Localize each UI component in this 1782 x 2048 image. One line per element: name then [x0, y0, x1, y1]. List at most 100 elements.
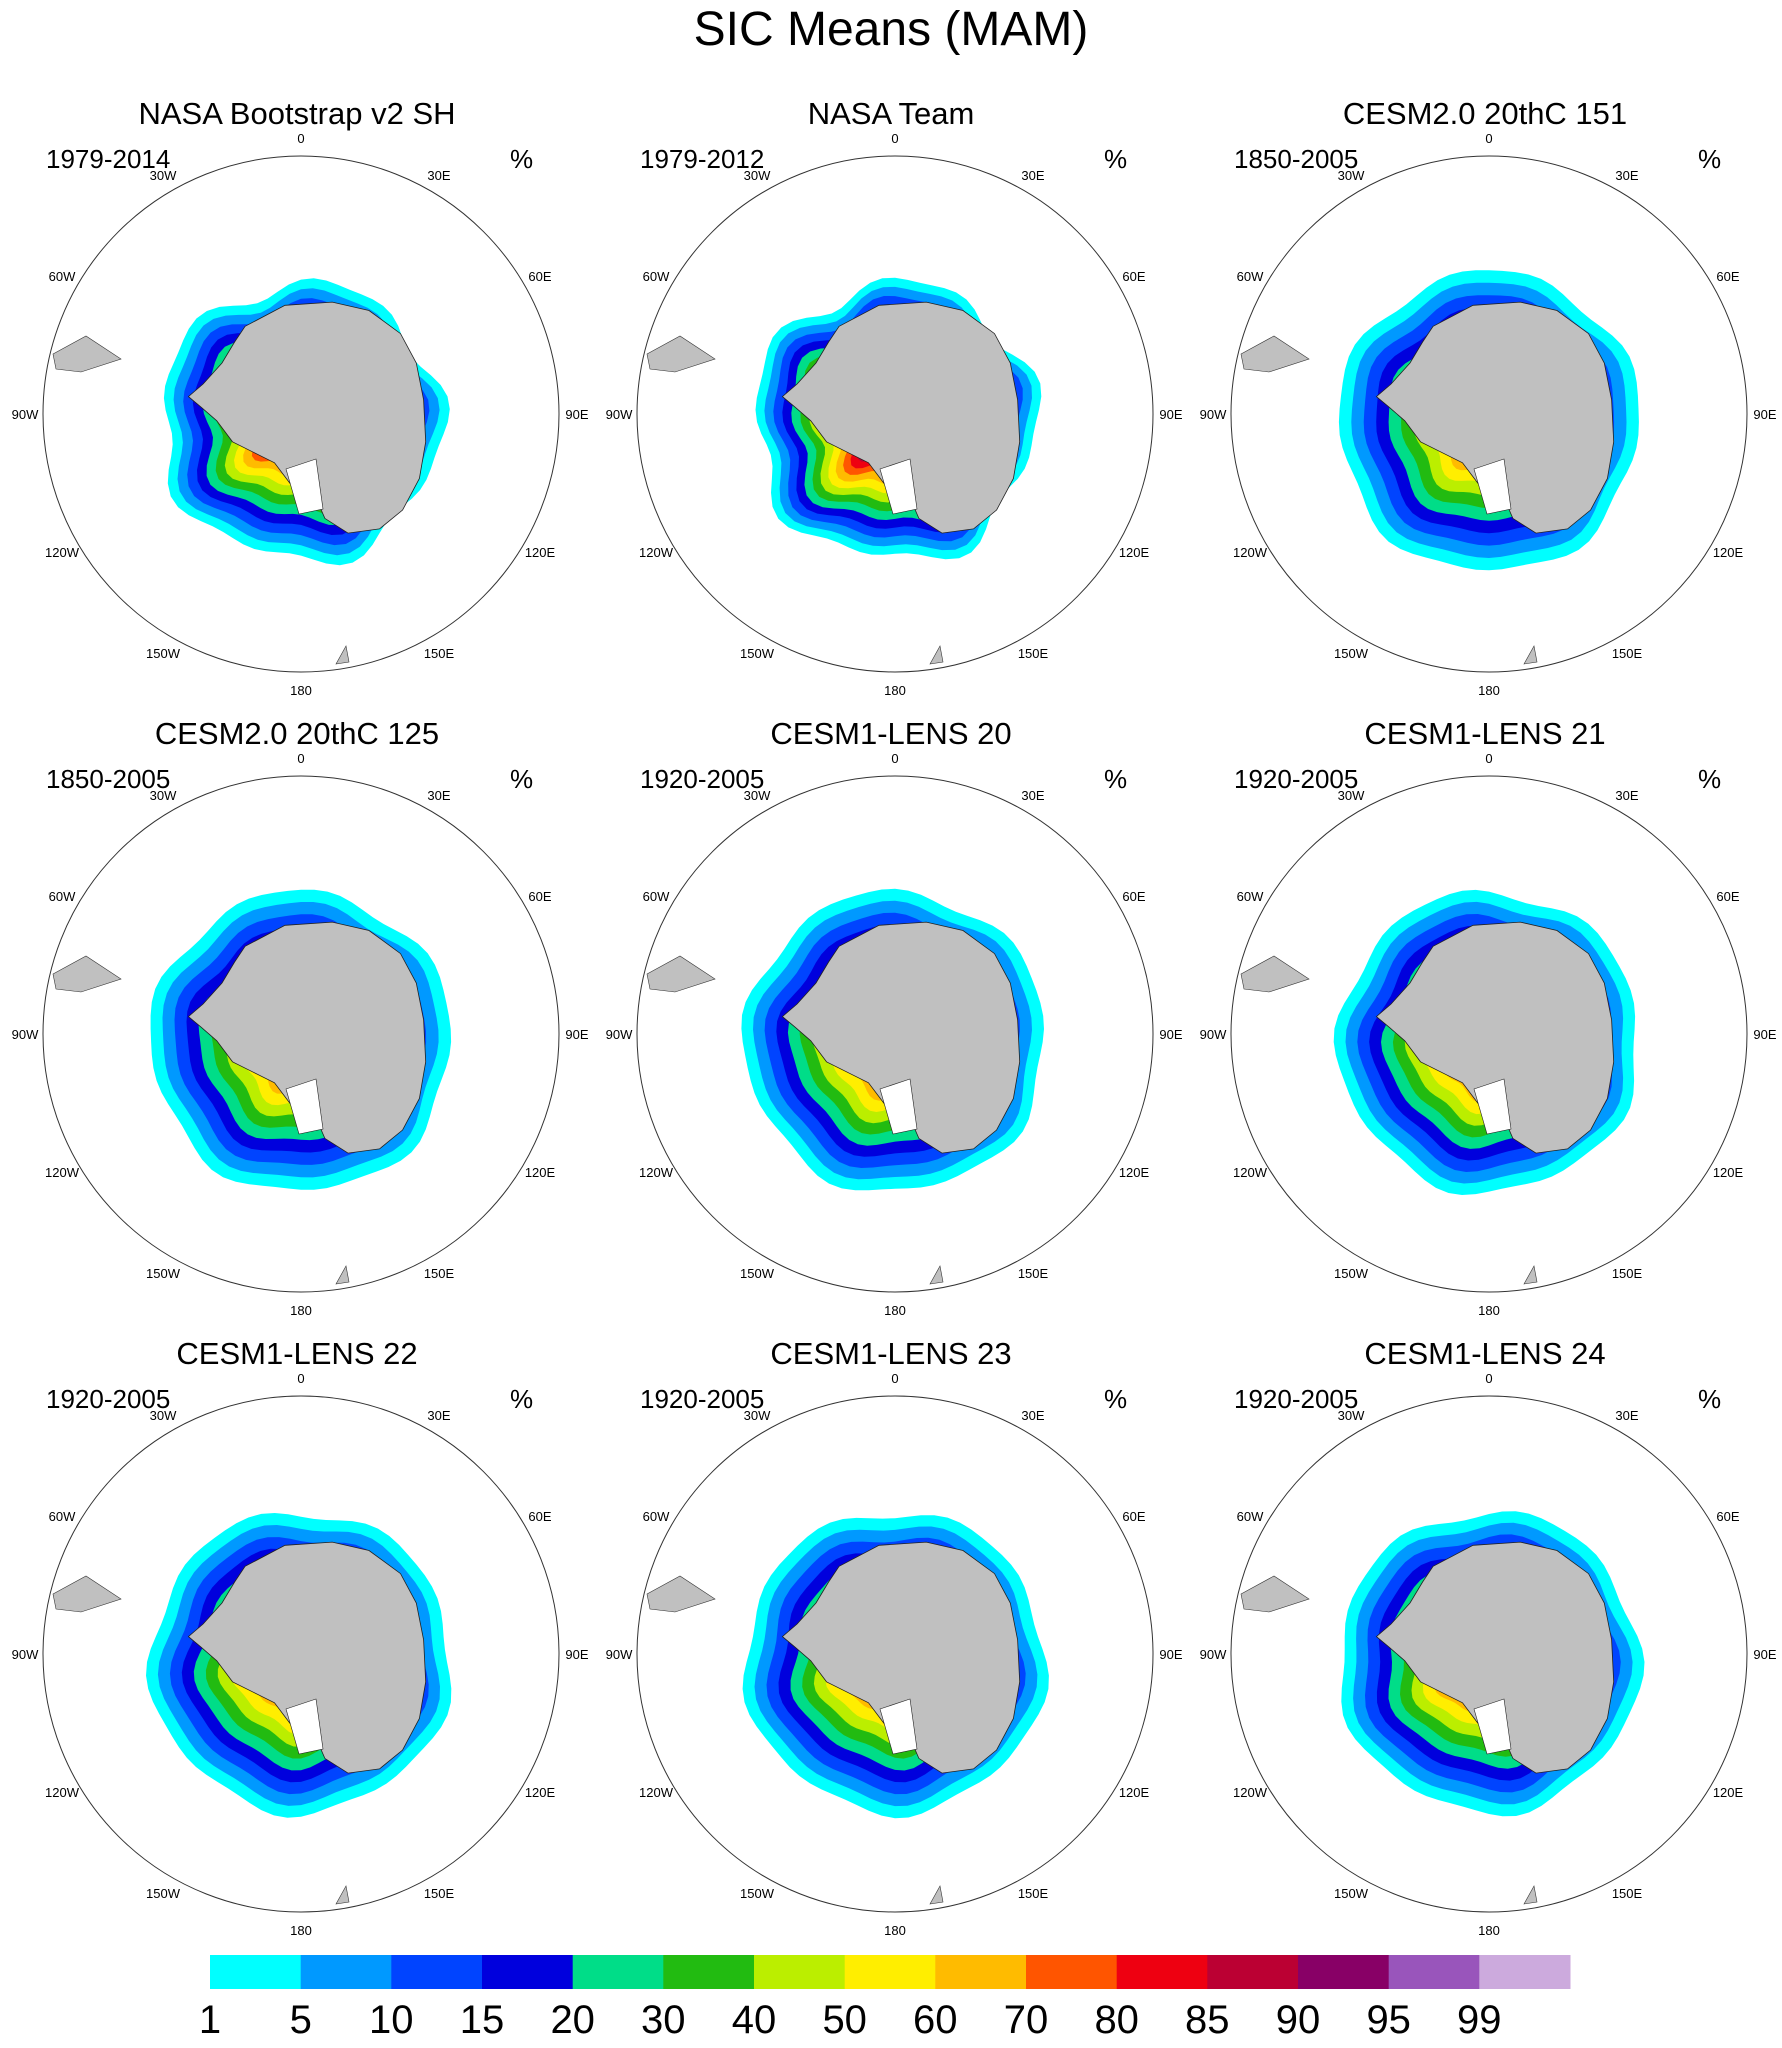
longitude-label: 120W [1233, 1785, 1268, 1800]
longitude-label: 30W [744, 168, 771, 183]
longitude-label: 180 [1478, 683, 1500, 698]
panel-years: 1920-2005 [1234, 764, 1359, 794]
longitude-label: 90E [565, 407, 588, 422]
longitude-label: 90W [12, 1647, 39, 1662]
colorbar-swatch [391, 1955, 483, 1989]
panel-units: % [1698, 1384, 1722, 1414]
panel-units: % [510, 764, 534, 794]
panel-years: 1850-2005 [1234, 144, 1359, 174]
longitude-label: 120E [525, 545, 556, 560]
longitude-label: 60W [49, 269, 76, 284]
new-zealand-landmass [335, 1885, 350, 1905]
map-panel: NASA Team 1979-2012% 0 30E 60E 90E 120E 150E 180… [594, 96, 1188, 716]
ross-ice-shelf [285, 458, 324, 515]
longitude-label: 90E [1753, 407, 1776, 422]
colorbar-label: 30 [641, 1998, 686, 2042]
longitude-label: 150E [1018, 1886, 1049, 1901]
ross-ice-shelf [1473, 1698, 1512, 1755]
longitude-label: 60E [1122, 889, 1145, 904]
new-zealand-landmass [335, 1265, 350, 1285]
longitude-label: 120E [1119, 545, 1150, 560]
longitude-label: 150E [424, 1266, 455, 1281]
longitude-label: 30W [150, 1408, 177, 1423]
longitude-label: 180 [1478, 1303, 1500, 1318]
longitude-label: 30W [1338, 168, 1365, 183]
longitude-label: 180 [884, 1923, 906, 1938]
longitude-label: 30E [1615, 168, 1638, 183]
panel-years: 1920-2005 [1234, 1384, 1359, 1414]
longitude-label: 180 [290, 1303, 312, 1318]
polar-map: 0 30E 60E 90E 120E 150E 180 150W 120W 90W 60W 30W [1200, 131, 1777, 698]
ross-ice-shelf [879, 458, 918, 515]
panel-title: CESM1-LENS 23 [770, 1336, 1012, 1371]
longitude-label: 90W [12, 407, 39, 422]
polar-map: 0 30E 60E 90E 120E 150E 180 150W 120W 90W 60W 30W [1200, 751, 1777, 1318]
colorbar-label: 80 [1094, 1998, 1139, 2042]
colorbar-label: 70 [1004, 1998, 1049, 2042]
panel-years: 1979-2012 [640, 144, 765, 174]
longitude-label: 30W [1338, 788, 1365, 803]
panel-title: CESM2.0 20thC 125 [154, 716, 440, 751]
south-america-landmass [646, 1575, 716, 1613]
longitude-label: 90E [1753, 1027, 1776, 1042]
longitude-label: 120W [45, 1165, 80, 1180]
map-panel: CESM1-LENS 22 1920-2005% 0 30E 60E 90E 120E 150… [0, 1336, 594, 1956]
panel-units: % [1104, 144, 1128, 174]
longitude-label: 120W [45, 1785, 80, 1800]
longitude-label: 180 [884, 683, 906, 698]
longitude-label: 150W [740, 646, 775, 661]
panel-years: 1920-2005 [640, 1384, 765, 1414]
longitude-label: 120E [1713, 1785, 1744, 1800]
panel-title: CESM1-LENS 21 [1364, 716, 1606, 751]
figure-title: SIC Means (MAM) [693, 3, 1089, 56]
longitude-label: 30E [1615, 788, 1638, 803]
colorbar-label: 99 [1457, 1998, 1502, 2042]
longitude-label: 30W [1338, 1408, 1365, 1423]
longitude-label: 180 [290, 683, 312, 698]
longitude-label: 90W [1200, 407, 1227, 422]
longitude-label: 0 [1485, 1371, 1492, 1386]
longitude-label: 30E [427, 168, 450, 183]
longitude-label: 30E [1021, 168, 1044, 183]
longitude-label: 90W [1200, 1027, 1227, 1042]
longitude-label: 120W [1233, 545, 1268, 560]
new-zealand-landmass [929, 1885, 944, 1905]
new-zealand-landmass [1523, 645, 1538, 665]
longitude-label: 60E [1122, 1509, 1145, 1524]
longitude-label: 60W [49, 1509, 76, 1524]
south-america-landmass [52, 1575, 122, 1613]
polar-map: 0 30E 60E 90E 120E 150E 180 150W 120W 90W 60W 30W [606, 1371, 1183, 1938]
colorbar-label: 50 [822, 1998, 867, 2042]
longitude-label: 120W [1233, 1165, 1268, 1180]
ross-ice-shelf [1473, 458, 1512, 515]
colorbar-label: 60 [913, 1998, 958, 2042]
longitude-label: 150W [1334, 646, 1369, 661]
longitude-label: 90E [1159, 1027, 1182, 1042]
longitude-label: 120W [639, 1165, 674, 1180]
panel-units: % [1104, 1384, 1128, 1414]
longitude-label: 0 [891, 1371, 898, 1386]
longitude-label: 120W [45, 545, 80, 560]
colorbar-swatch [210, 1955, 302, 1989]
longitude-label: 180 [1478, 1923, 1500, 1938]
polar-map: 0 30E 60E 90E 120E 150E 180 150W 120W 90W 60W 30W [12, 751, 589, 1318]
map-panel: NASA Bootstrap v2 SH 1979-2014% 0 30E 60E 90E… [0, 96, 594, 716]
panel-years: 1920-2005 [46, 1384, 171, 1414]
longitude-label: 120E [1713, 545, 1744, 560]
longitude-label: 30W [150, 788, 177, 803]
longitude-label: 150W [740, 1886, 775, 1901]
panel-units: % [1698, 764, 1722, 794]
longitude-label: 60E [1122, 269, 1145, 284]
panel-title: NASA Bootstrap v2 SH [138, 96, 456, 131]
south-america-landmass [52, 335, 122, 373]
longitude-label: 0 [1485, 131, 1492, 146]
colorbar-swatch [1026, 1955, 1118, 1989]
longitude-label: 60W [643, 1509, 670, 1524]
longitude-label: 60W [643, 269, 670, 284]
south-america-landmass [1240, 1575, 1310, 1613]
longitude-label: 150W [1334, 1886, 1369, 1901]
south-america-landmass [52, 955, 122, 993]
colorbar-label: 95 [1366, 1998, 1411, 2042]
longitude-label: 150E [1612, 1886, 1643, 1901]
longitude-label: 150W [146, 646, 181, 661]
